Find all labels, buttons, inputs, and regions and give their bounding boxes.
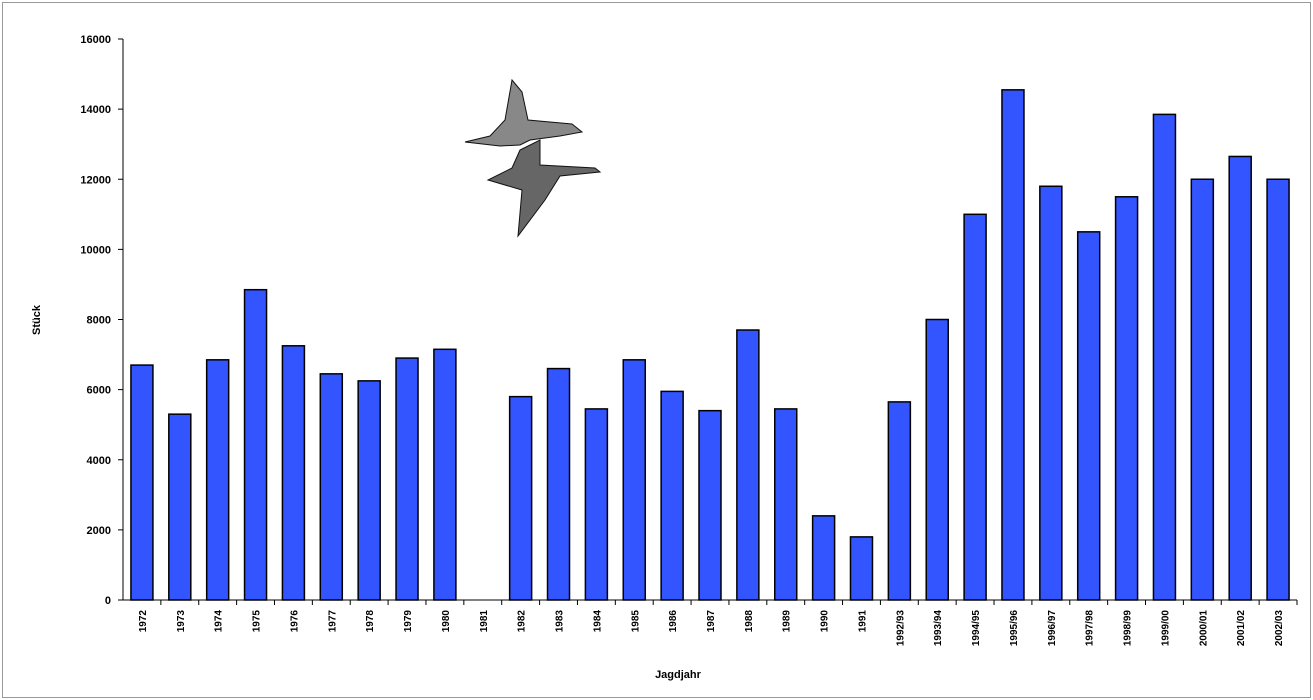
- x-axis-label: Jagdjahr: [655, 669, 702, 681]
- x-tick-label: 1975: [252, 610, 263, 633]
- x-tick-label: 1999/00: [1160, 610, 1171, 647]
- x-tick-label: 1985: [630, 610, 641, 633]
- bar: [1001, 89, 1025, 601]
- y-tick-label: 6000: [87, 385, 111, 397]
- x-tick-label: 1978: [365, 610, 376, 633]
- x-tick-label: 1982: [517, 610, 528, 633]
- x-tick-label: 1980: [441, 610, 452, 633]
- x-tick-label: 2002/03: [1274, 610, 1285, 647]
- x-tick-label: 1987: [706, 610, 717, 633]
- bar: [319, 373, 344, 601]
- bar: [243, 288, 268, 601]
- bar: [205, 359, 230, 601]
- y-tick-label: 10000: [80, 244, 111, 256]
- x-tick-label: 1996/97: [1047, 610, 1058, 647]
- bar: [281, 345, 306, 601]
- bar: [660, 390, 684, 601]
- y-tick-label: 16000: [80, 34, 111, 46]
- bar: [811, 515, 836, 601]
- bar: [849, 536, 874, 601]
- duck-illustration: [464, 78, 602, 238]
- x-tick-label: 1977: [327, 610, 338, 633]
- x-tick-label: 1993/94: [933, 610, 944, 647]
- x-tick-label: 1979: [403, 610, 414, 633]
- bar: [773, 408, 798, 601]
- y-tick-label: 14000: [80, 104, 111, 116]
- bar: [168, 413, 192, 601]
- x-tick-label: 1994/95: [971, 610, 982, 647]
- bar: [130, 364, 154, 601]
- x-tick-label: 1992/93: [895, 610, 906, 647]
- bar: [1039, 185, 1063, 601]
- y-tick-label: 2000: [87, 525, 111, 537]
- x-tick-label: 1991: [857, 610, 868, 633]
- bar: [1152, 113, 1177, 601]
- x-tick-label: 1998/99: [1123, 610, 1134, 647]
- bar: [1190, 178, 1215, 601]
- x-tick-label: 1990: [820, 610, 831, 633]
- x-tick-label: 1986: [668, 610, 679, 633]
- bar: [698, 409, 722, 601]
- x-tick-label: 2000/01: [1198, 610, 1209, 647]
- bar: [925, 318, 949, 601]
- x-tick-label: 1981: [479, 610, 490, 633]
- x-tick-label: 1974: [214, 610, 225, 633]
- x-tick-label: 1988: [744, 610, 755, 633]
- bar: [1266, 178, 1290, 601]
- bar: [395, 357, 419, 601]
- bar: [508, 395, 533, 601]
- y-axis-label: Stück: [31, 304, 43, 335]
- x-tick-label: 1989: [782, 610, 793, 633]
- bar: [546, 367, 571, 601]
- x-tick-label: 1984: [592, 610, 603, 633]
- x-tick-label: 1972: [138, 610, 149, 633]
- x-tick-label: 1997/98: [1085, 610, 1096, 647]
- bar: [963, 213, 987, 601]
- x-tick-label: 1976: [289, 610, 300, 633]
- bar: [433, 348, 457, 601]
- bar: [357, 380, 381, 601]
- y-tick-label: 4000: [87, 455, 111, 467]
- bar: [1114, 196, 1139, 601]
- bar: [1076, 231, 1101, 601]
- bar: [887, 401, 912, 601]
- y-tick-label: 8000: [87, 315, 111, 327]
- bar: [1228, 155, 1252, 601]
- x-tick-label: 1983: [555, 610, 566, 633]
- bar: [622, 359, 647, 601]
- bar: [584, 408, 609, 601]
- y-tick-label: 0: [105, 595, 111, 607]
- x-tick-label: 1973: [176, 610, 187, 633]
- x-tick-label: 2001/02: [1236, 610, 1247, 647]
- bar: [736, 329, 760, 601]
- x-tick-label: 1995/96: [1009, 610, 1020, 647]
- y-tick-label: 12000: [80, 174, 111, 186]
